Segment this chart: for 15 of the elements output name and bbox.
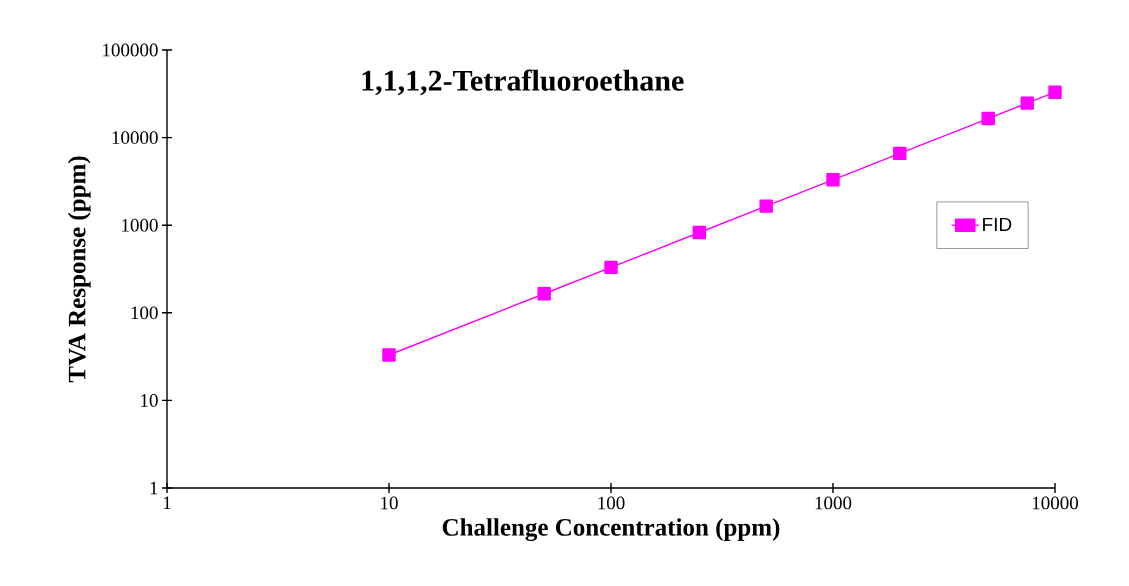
- x-axis-title: Challenge Concentration (ppm): [442, 518, 780, 542]
- y-tick-label: 1: [150, 481, 158, 495]
- x-tick-label: 1000: [815, 496, 852, 510]
- y-tick-label: 1000: [122, 218, 158, 232]
- y-tick-label: 100: [131, 306, 158, 320]
- y-axis-title: TVA Response (ppm): [67, 156, 91, 383]
- y-tick-label: 100000: [103, 43, 158, 57]
- y-tick-label: 10: [141, 394, 158, 407]
- x-tick-label: 10000: [1032, 496, 1079, 510]
- legend-label: FID: [983, 217, 1012, 231]
- y-tick-label: 10000: [112, 131, 158, 145]
- x-tick-label: 100: [598, 496, 625, 510]
- text: 1,1,1,2-Tetrafluoroethane: [362, 69, 684, 96]
- x-tick-label: 10: [381, 496, 398, 510]
- x-tick-label: 1: [163, 496, 171, 510]
